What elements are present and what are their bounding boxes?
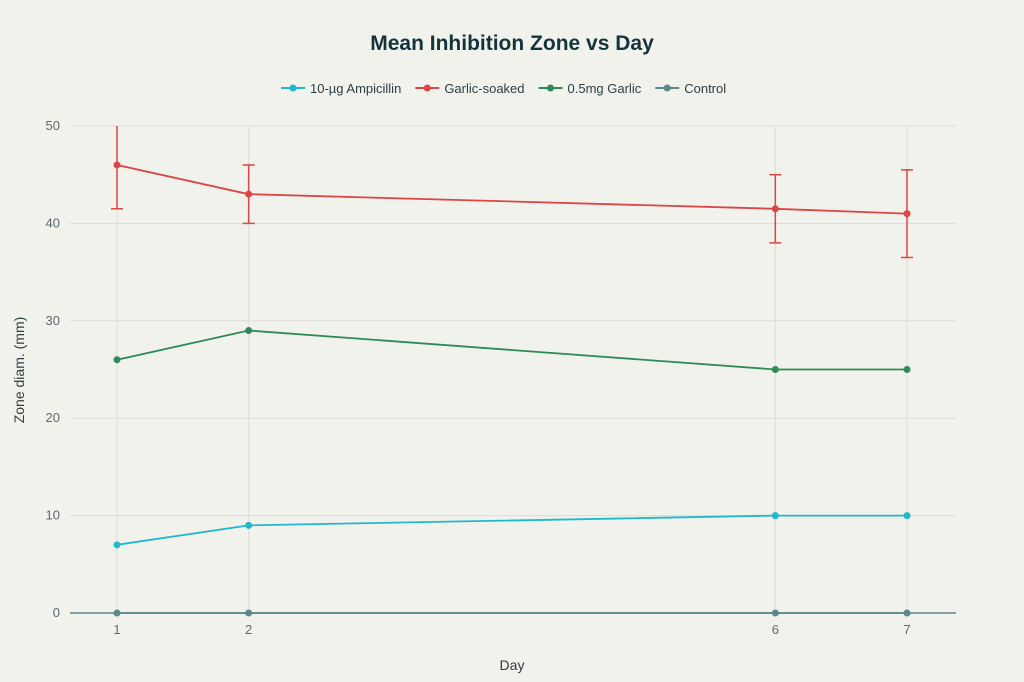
- legend-label: 0.5mg Garlic: [568, 81, 642, 96]
- x-tick-label: 1: [113, 622, 120, 637]
- x-axis-label: Day: [500, 657, 525, 673]
- data-point: [903, 609, 911, 617]
- series-garlic-soaked: [111, 126, 913, 259]
- legend-swatch-marker: [547, 84, 555, 92]
- legend-item: 0.5mg Garlic: [538, 81, 642, 96]
- data-point: [245, 190, 253, 198]
- data-point: [113, 609, 121, 617]
- data-point: [113, 356, 121, 364]
- legend-swatch-marker: [289, 84, 297, 92]
- data-point: [771, 205, 779, 213]
- data-point: [903, 512, 911, 520]
- y-tick-label: 30: [46, 313, 60, 328]
- series-line: [116, 329, 907, 371]
- series-10-g-ampicillin: [113, 512, 911, 549]
- data-point: [113, 541, 121, 549]
- legend-item: 10-µg Ampicillin: [281, 81, 401, 96]
- y-tick-label: 40: [46, 215, 60, 230]
- data-point: [771, 366, 779, 373]
- legend-label: Control: [684, 81, 726, 96]
- legend-swatch-marker: [663, 84, 671, 92]
- series-control: [113, 609, 911, 617]
- x-tick-label: 6: [772, 622, 779, 637]
- legend-swatch-marker: [423, 84, 431, 92]
- legend-item: Control: [655, 81, 726, 96]
- y-tick-label: 0: [53, 605, 60, 620]
- data-point: [245, 521, 253, 529]
- data-point: [245, 609, 253, 617]
- data-point: [245, 327, 253, 335]
- data-point: [903, 366, 911, 373]
- data-point: [903, 210, 911, 218]
- series-0-5mg-garlic: [113, 327, 911, 373]
- y-tick-label: 20: [46, 410, 60, 425]
- data-point: [771, 609, 779, 617]
- y-tick-label: 50: [46, 118, 60, 133]
- chart-title: Mean Inhibition Zone vs Day: [370, 32, 654, 55]
- x-tick-label: 2: [245, 622, 252, 637]
- series-line: [116, 514, 907, 546]
- legend-label: 10-µg Ampicillin: [310, 81, 401, 96]
- data-point: [113, 161, 121, 169]
- legend-label: Garlic-soaked: [444, 81, 524, 96]
- legend-item: Garlic-soaked: [415, 81, 525, 96]
- x-tick-label: 7: [903, 622, 910, 637]
- data-point: [771, 512, 779, 520]
- series-line: [116, 164, 908, 215]
- y-tick-label: 10: [46, 508, 60, 523]
- y-axis-label: Zone diam. (mm): [11, 317, 27, 424]
